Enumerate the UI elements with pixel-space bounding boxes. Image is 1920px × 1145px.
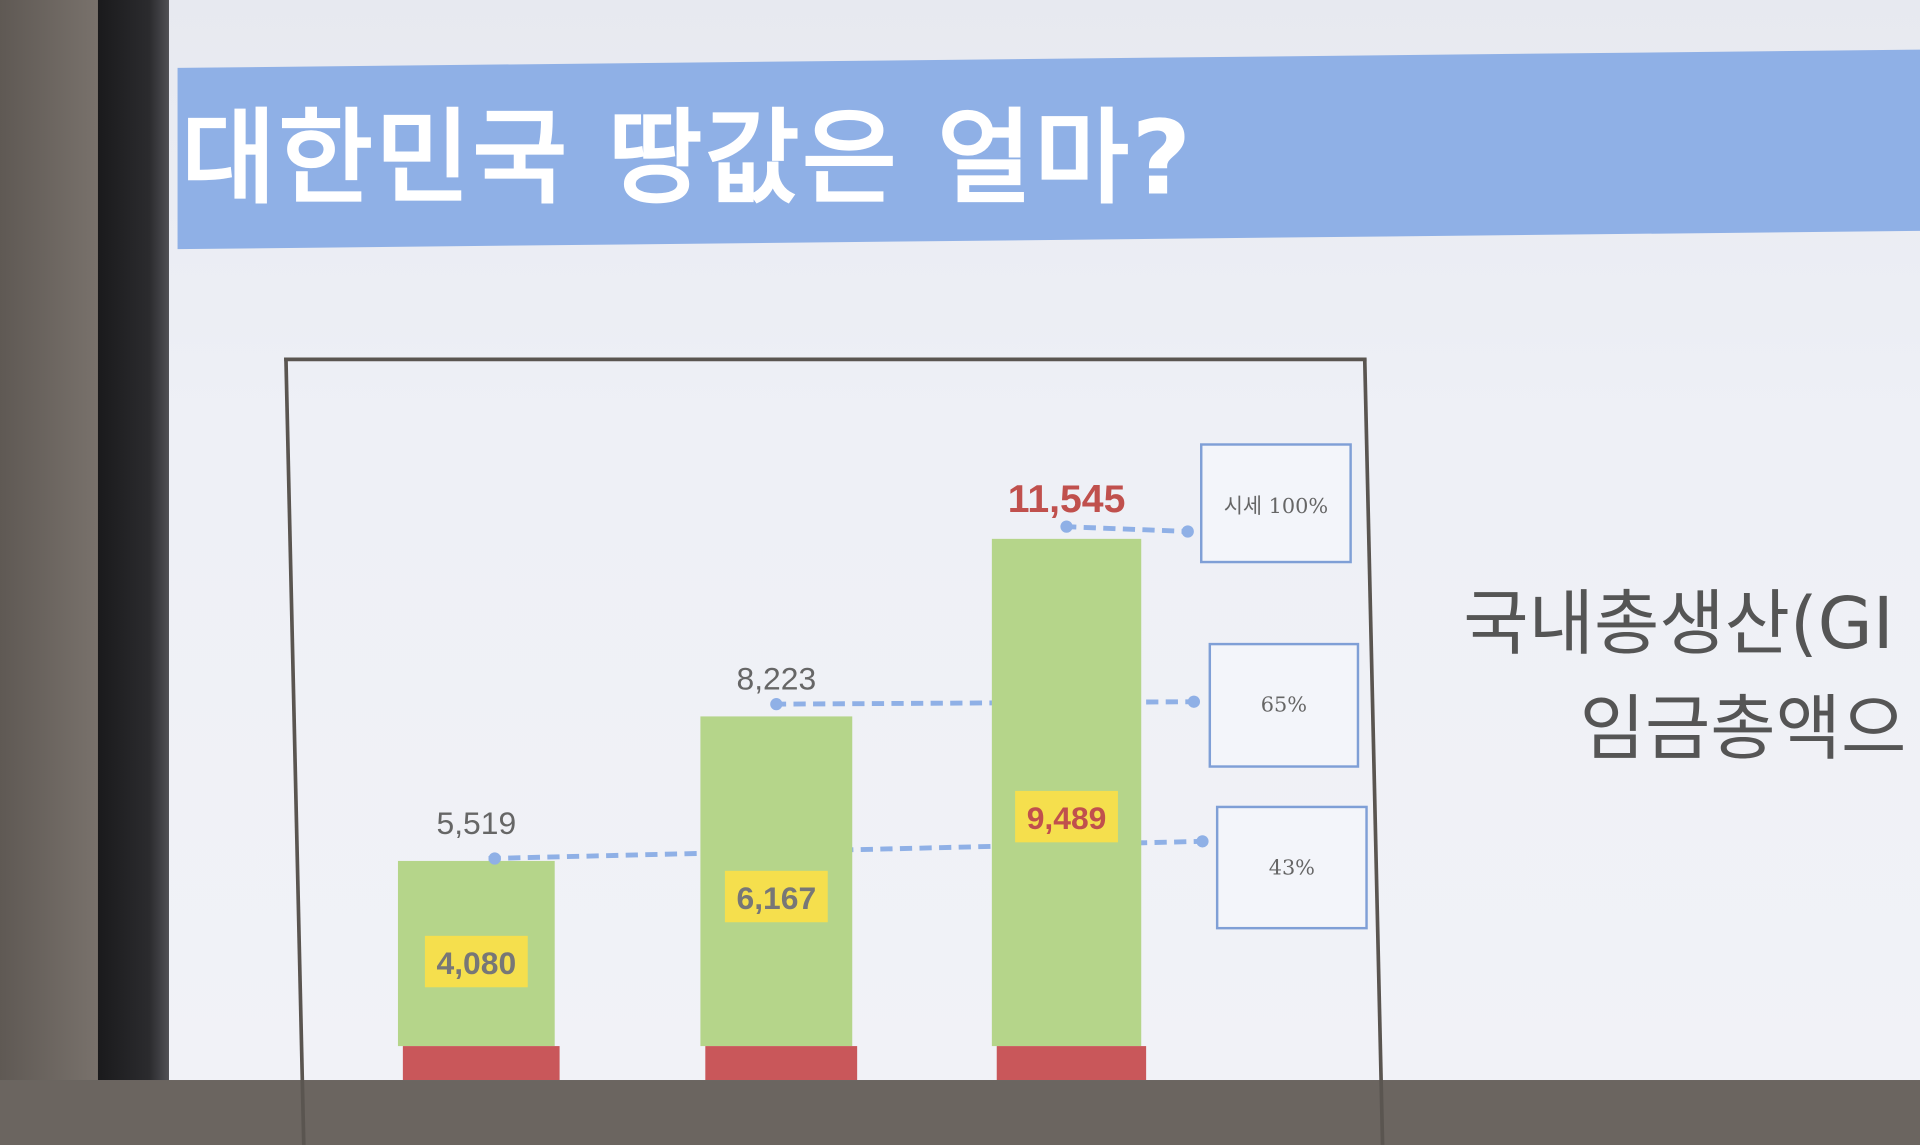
total-label: 8,223	[737, 660, 817, 696]
bar-lower-segment	[996, 1046, 1147, 1081]
inner-label: 6,167	[737, 880, 817, 916]
inner-label: 4,080	[437, 945, 517, 981]
total-label: 5,519	[437, 805, 517, 841]
reference-box-100: 시세 100%	[1200, 443, 1352, 564]
reference-point	[1187, 695, 1201, 708]
reference-label: 65%	[1260, 693, 1308, 718]
reference-dashed-line	[773, 699, 1194, 707]
reference-point	[770, 698, 783, 711]
wall	[0, 0, 101, 1081]
reference-box-43: 43%	[1215, 805, 1368, 930]
slide-title: 대한민국 땅값은 얼마?	[181, 97, 1194, 218]
inner-label: 9,489	[1027, 800, 1107, 836]
reference-point	[488, 852, 501, 865]
inner-label-bg	[1015, 790, 1118, 843]
bar-lower-segment	[402, 1046, 560, 1081]
reference-dashed-line	[1063, 524, 1188, 534]
reference-point	[1196, 835, 1209, 848]
side-text-line-1: 국내총생산(GI	[1463, 581, 1894, 665]
reference-label: 43%	[1268, 855, 1315, 880]
inner-label-bg	[424, 935, 528, 988]
reference-box-65: 65%	[1208, 642, 1360, 768]
inner-label-bg	[724, 870, 828, 923]
screen-frame	[97, 0, 172, 1081]
total-label: 11,545	[1008, 478, 1126, 521]
reference-point	[1181, 525, 1194, 538]
bar-lower-segment	[705, 1046, 858, 1081]
reference-point	[1060, 520, 1073, 533]
stacked-bar-chart: 5,5194,0808,2236,1672,05511,5459,4892,05…	[397, 478, 1209, 1081]
reference-label: 시세 100%	[1223, 494, 1329, 519]
side-text-line-2: 임금총액으	[1579, 686, 1907, 771]
